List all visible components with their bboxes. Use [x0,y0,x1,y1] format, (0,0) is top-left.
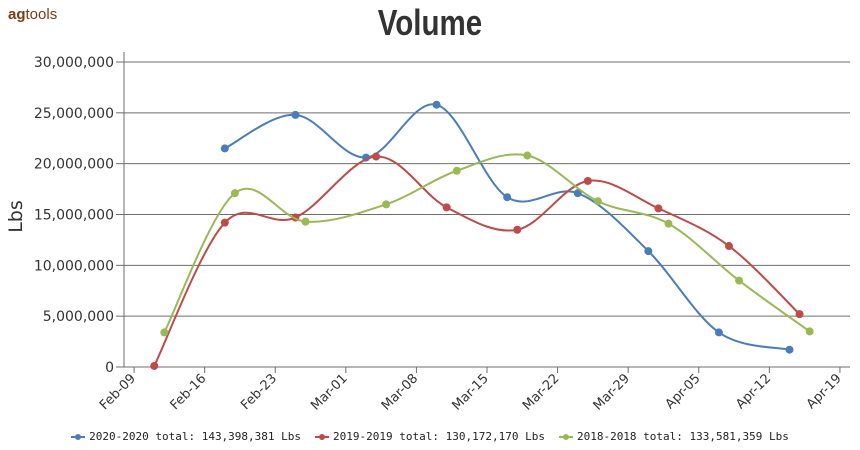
series-point-1 [442,203,451,212]
series-point-1 [795,310,804,319]
legend-swatch-dot [562,433,569,440]
chart-title: Volume [377,2,483,43]
series-point-0 [432,100,441,109]
series-point-0 [644,247,653,256]
series-point-1 [583,176,592,185]
series-point-1 [513,225,522,234]
y-tick-label: 25,000,000 [34,106,114,122]
x-tick-label: Mar-15 [449,371,491,413]
series-point-2 [805,327,814,336]
y-tick-label: 15,000,000 [34,208,114,224]
series-point-0 [714,328,723,337]
x-tick-label: Mar-22 [520,371,562,413]
series-point-2 [382,200,391,209]
legend-label: 2020-2020 total: 143,398,381 Lbs [89,430,302,443]
x-tick-label: Mar-01 [308,371,350,413]
series-point-2 [452,166,461,175]
legend-label: 2018-2018 total: 133,581,359 Lbs [576,430,789,443]
legend-label: 2019-2019 total: 130,172,170 Lbs [333,430,545,443]
legend-swatch [315,433,330,441]
series-point-2 [230,189,239,198]
series-line-2 [163,153,811,333]
x-tick-label: Feb-09 [97,371,139,413]
series-line-1 [153,155,801,367]
x-tick-label: Feb-16 [168,371,210,413]
legend-item-0[interactable]: 2020-2020 total: 143,398,381 Lbs [71,430,301,443]
legend-swatch [558,433,573,441]
legend-swatch [71,433,86,441]
series-point-0 [503,193,512,202]
logo-ag: ag [8,6,26,23]
series-point-1 [654,204,663,213]
x-tick-label: Mar-08 [379,371,421,413]
x-tick-label: Apr-12 [733,371,774,412]
series-point-2 [301,217,310,226]
chart-legend: 2020-2020 total: 143,398,381 Lbs 2019-201… [0,430,860,443]
x-tick-label: Mar-29 [591,371,633,413]
legend-item-2[interactable]: 2018-2018 total: 133,581,359 Lbs [558,430,789,443]
x-tick-label: Apr-05 [663,371,704,412]
series-point-0 [785,345,794,354]
y-tick-label: 30,000,000 [34,55,114,71]
series-point-2 [593,197,602,206]
legend-item-1[interactable]: 2019-2019 total: 130,172,170 Lbs [315,430,545,443]
y-tick-label: 10,000,000 [34,258,114,274]
series-point-0 [291,110,300,119]
y-tick-label: 0 [105,360,114,376]
agtools-logo: agtools [8,6,57,23]
volume-line-chart: 0 5,000,000 10,000,000 15,000,000 20,000,000… [5,52,850,414]
series-point-0 [220,144,229,153]
series-point-1 [150,361,159,370]
y-axis-label: Lbs [5,200,27,233]
series-line-0 [224,103,790,351]
series-point-2 [523,151,532,160]
series-point-0 [573,189,582,198]
series-point-2 [735,276,744,285]
x-tick-label: Apr-19 [804,371,845,412]
series-point-1 [725,242,733,251]
logo-tools: tools [25,6,58,23]
y-tick-label: 5,000,000 [43,309,114,325]
legend-swatch-dot [319,433,326,440]
series-point-1 [372,152,381,161]
series-point-1 [220,218,229,227]
y-tick-label: 20,000,000 [34,157,114,173]
series-point-2 [664,219,673,228]
series-point-2 [160,328,169,337]
legend-swatch-dot [75,433,82,440]
x-tick-label: Feb-23 [238,371,280,413]
